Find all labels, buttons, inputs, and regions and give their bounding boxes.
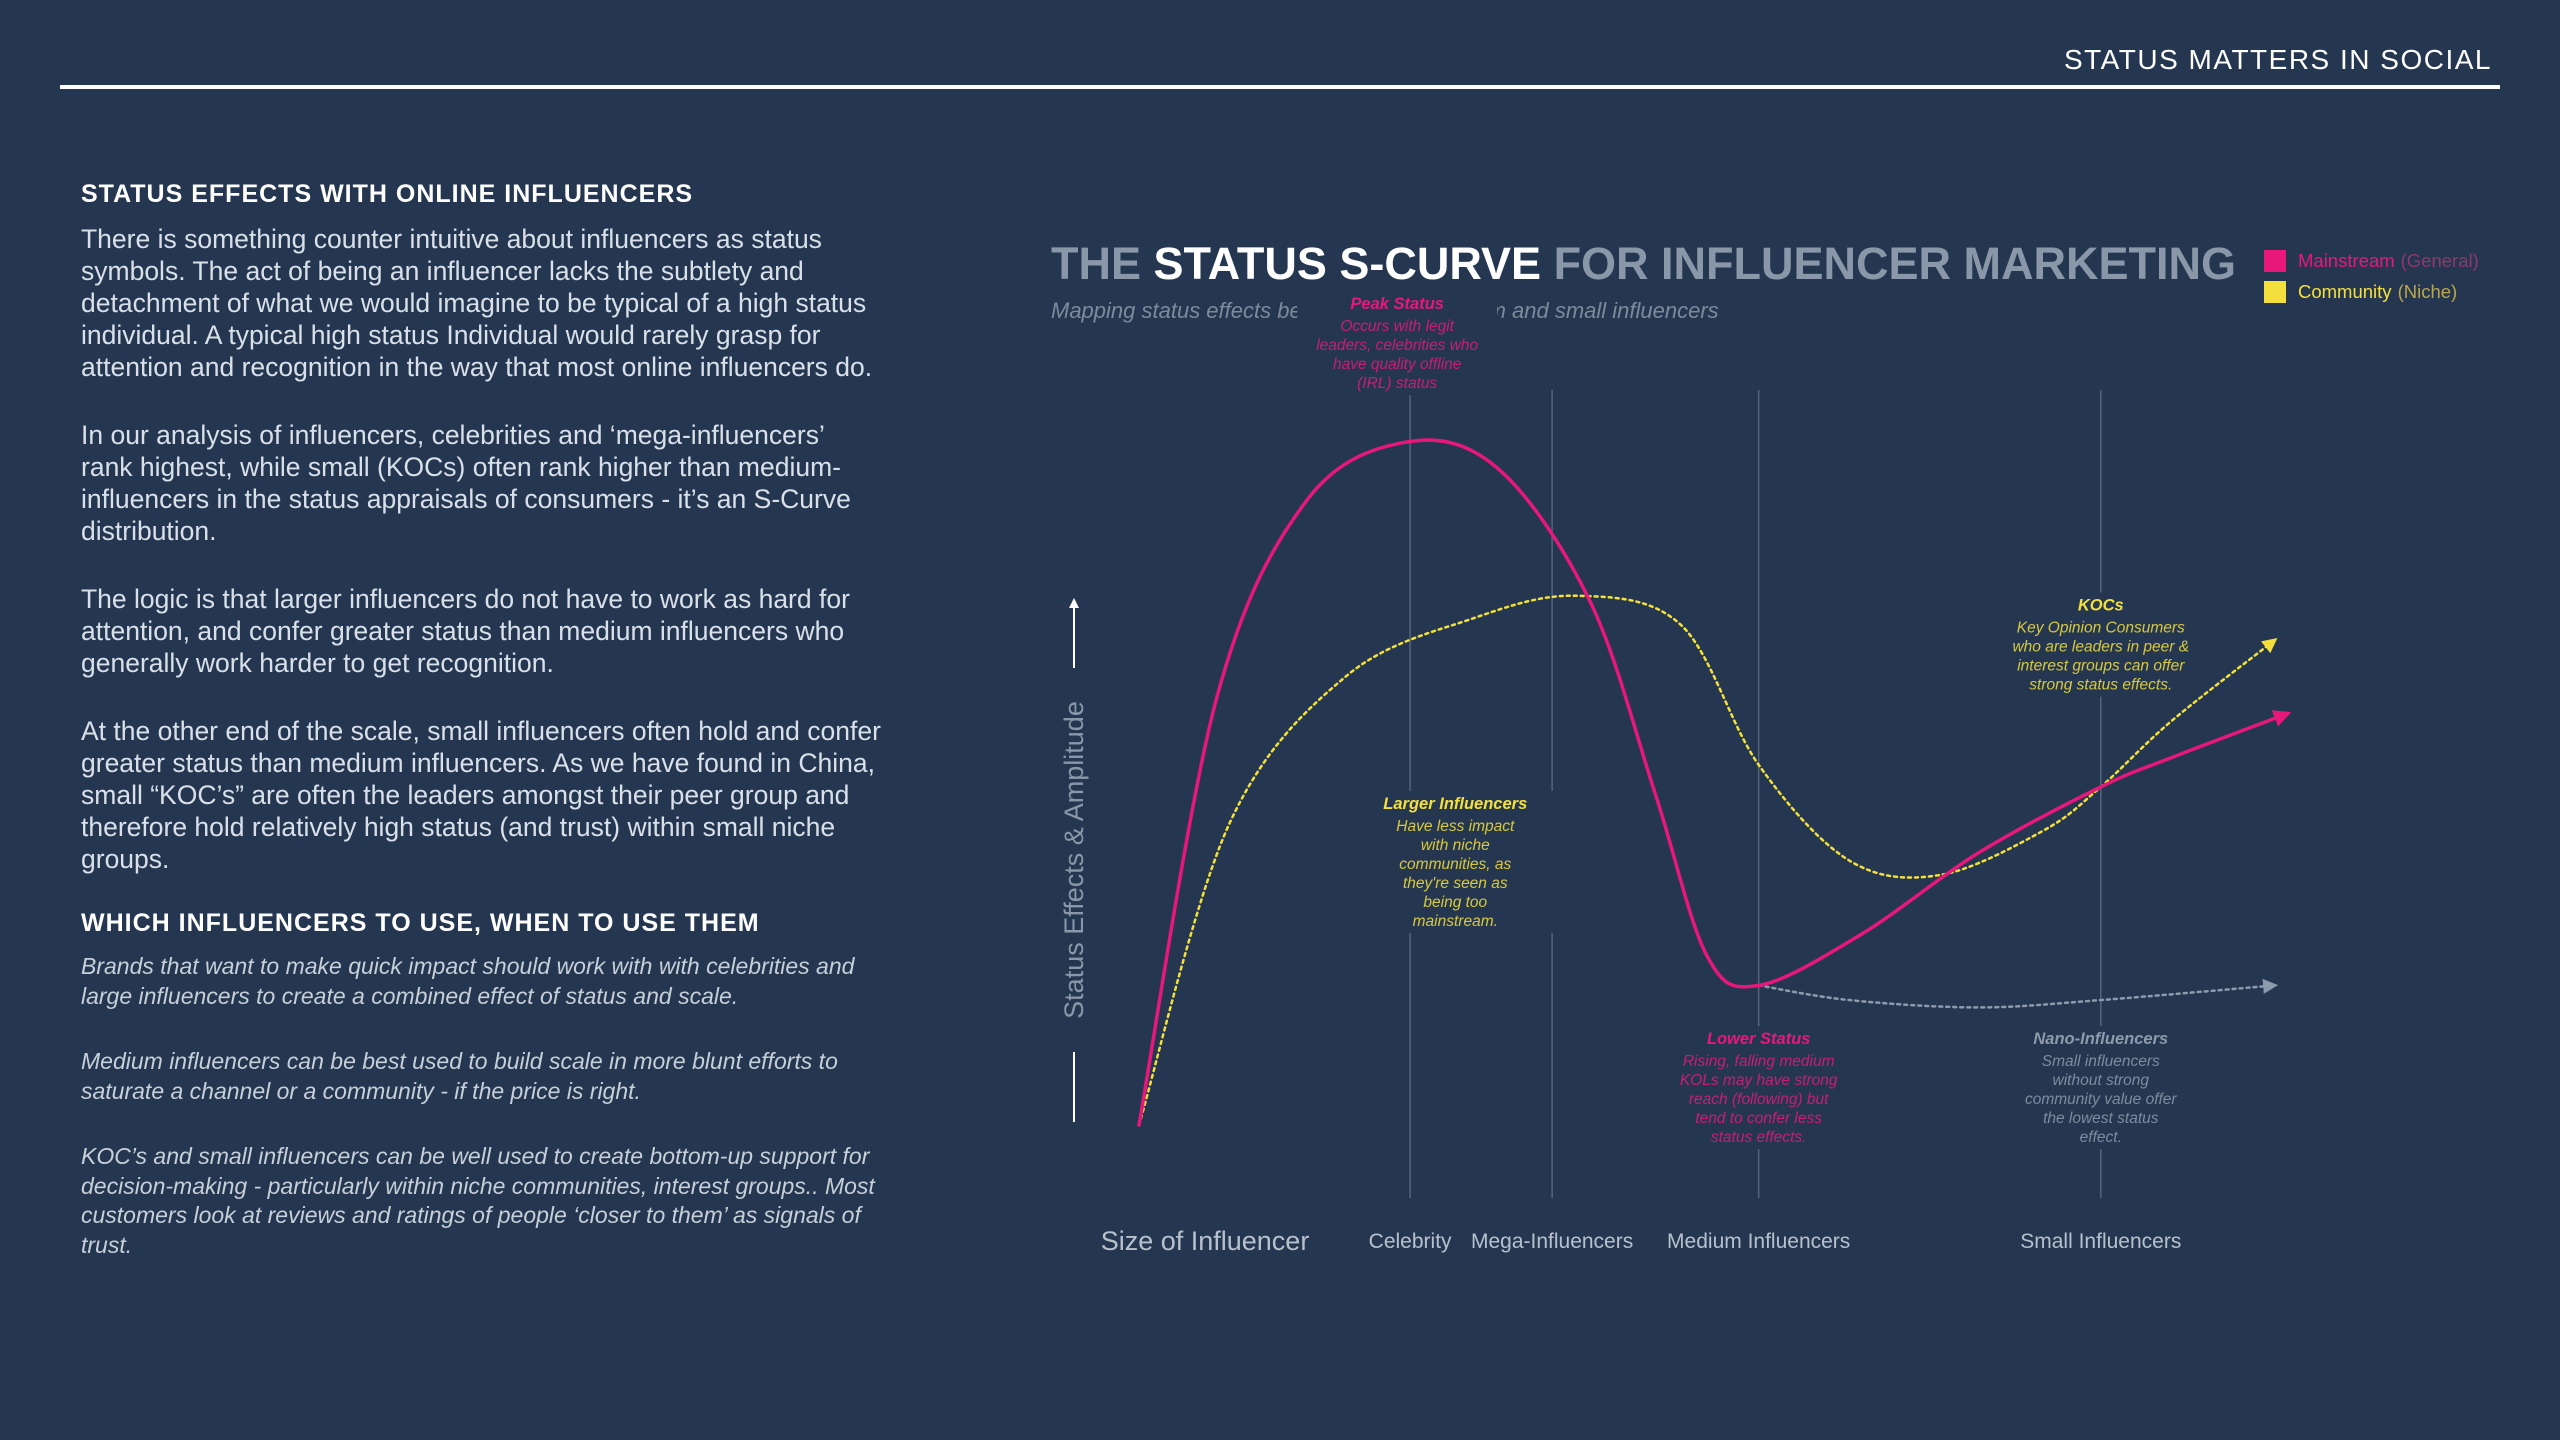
x-category-label: Mega-Influencers (1471, 1230, 1633, 1253)
annotation-backing (1355, 790, 1556, 933)
chart-annotation: KOCs Key Opinion Consumers who are leaders… (2000, 592, 2201, 697)
body-paragraph: There is something counter intuitive abo… (81, 224, 873, 382)
annotation-line: Occurs with legit (1340, 318, 1454, 335)
annotation-line: communities, as (1399, 856, 1511, 873)
chart-title: THE STATUS S-CURVE FOR INFLUENCER MARKET… (1051, 238, 2236, 290)
chart-title-post: FOR INFLUENCER MARKETING (1541, 238, 2237, 289)
legend-sublabel: (Niche) (2397, 281, 2458, 302)
annotation-line: community value offer (2025, 1091, 2177, 1108)
series-line-mainstream (1137, 438, 2292, 1127)
legend-item-community: Community (Niche) (2264, 281, 2479, 303)
annotation-line: status effects. (1711, 1129, 1807, 1146)
annotation-line: tend to confer less (1695, 1110, 1822, 1127)
body-paragraph: At the other end of the scale, small inf… (81, 716, 881, 874)
chart-annotation: Larger Influencers Have less impact with n… (1355, 790, 1556, 933)
annotation-backing (2000, 592, 2201, 697)
annotation-line: Key Opinion Consumers (2017, 620, 2185, 637)
legend-swatch-yellow (2264, 281, 2286, 303)
header-title: STATUS MATTERS IN SOCIAL (2063, 44, 2492, 75)
section-heading-status-effects: STATUS EFFECTS WITH ONLINE INFLUENCERS (81, 180, 694, 208)
header-divider (60, 85, 2500, 89)
x-category-label: Celebrity (1369, 1230, 1452, 1253)
section-heading-which-influencers: WHICH INFLUENCERS TO USE, WHEN TO USE TH… (81, 909, 760, 937)
body-paragraph: The logic is that larger influencers do … (81, 584, 850, 678)
body-paragraph: In our analysis of influencers, celebrit… (81, 420, 851, 546)
annotation-backing (1297, 291, 1498, 396)
chart-annotation: Peak Status Occurs with legit leaders, cel… (1297, 291, 1498, 396)
legend-sublabel: (General) (2400, 250, 2479, 271)
annotation-line: Small influencers (2042, 1053, 2160, 1070)
annotation-line: have quality offline (1333, 356, 1462, 373)
annotation-line: leaders, celebrities who (1316, 337, 1478, 354)
annotation-title: Larger Influencers (1383, 795, 1527, 813)
chart-title-pre: THE (1051, 238, 1154, 289)
left-column: STATUS EFFECTS WITH ONLINE INFLUENCERS T… (81, 180, 881, 1296)
annotation-line: KOLs may have strong (1680, 1072, 1838, 1089)
annotation-line: mainstream. (1413, 913, 1498, 930)
series-line-community (1137, 594, 2278, 1127)
x-axis-label: Size of Influencer (1101, 1226, 1310, 1256)
annotation-backing (2000, 1026, 2201, 1150)
chart-annotation: Nano-Influencers Small influencers without… (2000, 1026, 2201, 1150)
annotation-line: effect. (2080, 1129, 2122, 1146)
annotation-line: who are leaders in peer & (2012, 639, 2189, 656)
legend-label: Mainstream (2298, 250, 2395, 271)
annotation-title: Nano-Influencers (2033, 1030, 2168, 1048)
series-line-nano-baseline (1757, 978, 2279, 1009)
chart-legend: Mainstream (General) Community (Niche) (2264, 250, 2479, 312)
italic-paragraph: Brands that want to make quick impact sh… (81, 953, 855, 1009)
legend-item-mainstream: Mainstream (General) (2264, 250, 2479, 272)
legend-label: Community (2298, 281, 2392, 302)
annotation-line: reach (following) but (1689, 1091, 1829, 1108)
italic-paragraph: KOC’s and small influencers can be well … (81, 1143, 875, 1258)
italic-paragraph: Medium influencers can be best used to b… (81, 1048, 838, 1104)
y-axis-label: Status Effects & Amplitude (1059, 701, 1089, 1019)
annotation-line: without strong (2053, 1072, 2150, 1089)
chart-annotation: Lower Status Rising, falling medium KOLs m… (1658, 1026, 1859, 1150)
annotation-title: KOCs (2078, 597, 2124, 615)
annotation-title: Peak Status (1350, 295, 1444, 313)
x-category-label: Small Influencers (2020, 1230, 2181, 1253)
annotation-line: Rising, falling medium (1683, 1053, 1835, 1070)
annotation-line: Have less impact (1396, 818, 1515, 835)
annotation-line: being too (1423, 894, 1487, 911)
annotation-line: (IRL) status (1357, 375, 1437, 392)
legend-swatch-pink (2264, 250, 2286, 272)
annotation-line: strong status effects. (2029, 677, 2172, 694)
chart-title-highlight: STATUS S-CURVE (1153, 238, 1542, 289)
annotation-line: interest groups can offer (2017, 658, 2185, 675)
annotation-line: the lowest status (2043, 1110, 2159, 1127)
annotation-line: they're seen as (1403, 875, 1508, 892)
annotation-line: with niche (1421, 837, 1490, 854)
annotation-title: Lower Status (1707, 1030, 1811, 1048)
annotation-backing (1658, 1026, 1859, 1150)
x-category-label: Medium Influencers (1667, 1230, 1850, 1253)
